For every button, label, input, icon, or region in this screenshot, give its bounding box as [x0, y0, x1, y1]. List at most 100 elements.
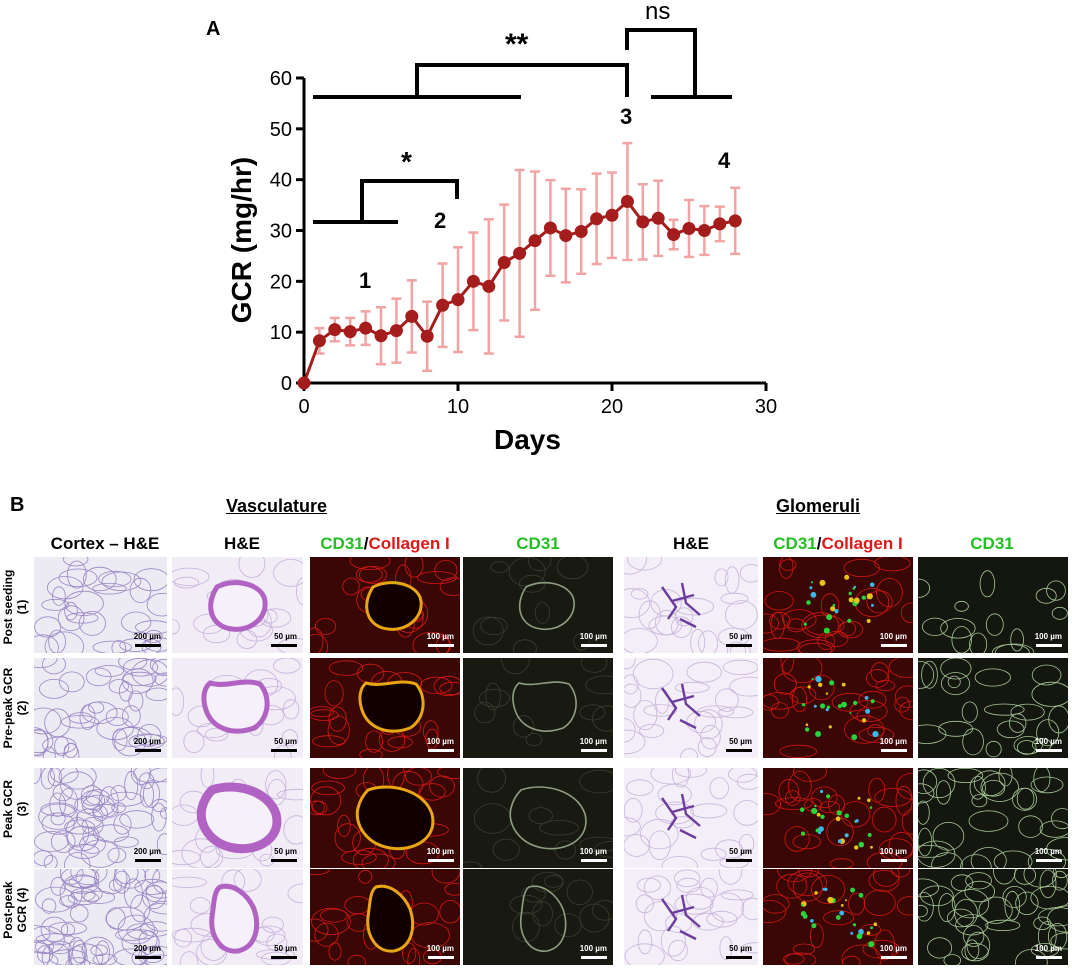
y-axis-title: GCR (mg/hr): [226, 156, 257, 324]
scale-bar-label: 100 µm: [1034, 737, 1062, 746]
data-point: [682, 221, 696, 235]
scale-bar: [726, 859, 752, 862]
col-header-vasc-he: H&E: [224, 534, 260, 553]
data-point: [297, 376, 311, 390]
scale-bar: [271, 859, 297, 862]
micrograph-glom-cd31-row1: 100 µm: [918, 557, 1068, 653]
scale-bar: [135, 749, 161, 752]
micrograph-vessel-merge-row3: 100 µm: [310, 768, 460, 868]
data-point: [543, 221, 557, 235]
scale-bar-label: 200 µm: [133, 632, 161, 641]
significance-double-star: **: [505, 28, 529, 61]
data-point: [513, 246, 527, 260]
scale-bar: [726, 749, 752, 752]
micrograph-cortex-row4: 200 µm: [34, 869, 167, 965]
micrograph-glom-merge-row2: 100 µm: [763, 658, 913, 758]
micrograph-cortex-row3: 200 µm: [34, 768, 167, 868]
scale-bar-label: 200 µm: [133, 847, 161, 856]
col-header-glom-cd31-collagen: CD31/Collagen I: [763, 534, 913, 554]
scale-bar: [428, 956, 454, 959]
phase-label-1: 1: [359, 268, 372, 293]
micrograph-cortex-row2: 200 µm: [34, 658, 167, 758]
scale-bar: [135, 859, 161, 862]
row-label-post-seeding: Post seeding (1): [1, 569, 29, 645]
scale-bar: [581, 749, 607, 752]
data-point: [636, 215, 650, 229]
micrograph-glom-merge-row3: 100 µm: [763, 768, 913, 868]
y-tick-label: 0: [281, 373, 292, 395]
micrograph-glom-he-row1: 50 µm: [624, 557, 758, 653]
group-title-glomeruli: Glomeruli: [776, 496, 861, 516]
data-point: [343, 325, 357, 339]
scale-bar-label: 100 µm: [426, 944, 454, 953]
scale-bar: [726, 956, 752, 959]
micrograph-glom-merge-row4: 100 µm: [763, 869, 913, 965]
scale-bar: [271, 644, 297, 647]
slash-label: /: [363, 534, 369, 553]
micrograph-cortex-row1: 200 µm: [34, 557, 167, 653]
scale-bar-label: 100 µm: [1034, 847, 1062, 856]
x-axis-title: Days: [494, 424, 561, 455]
x-tick-label: 20: [601, 396, 623, 418]
scale-bar-label: 200 µm: [133, 944, 161, 953]
data-point: [574, 225, 588, 239]
scale-bar-label: 50 µm: [274, 737, 297, 746]
y-tick-label: 60: [270, 68, 292, 90]
data-point: [420, 329, 434, 343]
scale-bar-label: 100 µm: [426, 632, 454, 641]
collagen-label: Collagen I: [368, 534, 450, 553]
data-point: [405, 309, 419, 323]
y-tick-label: 10: [270, 322, 292, 344]
scale-bar: [581, 644, 607, 647]
panel-a-label: A: [206, 18, 221, 40]
scale-bar-label: 100 µm: [579, 847, 607, 856]
micrograph-glom-cd31-row2: 100 µm: [918, 658, 1068, 758]
scale-bar: [1036, 859, 1062, 862]
scale-bar: [428, 859, 454, 862]
scale-bar-label: 200 µm: [133, 737, 161, 746]
row-label-post-peak: Post-peak GCR (4): [1, 881, 29, 939]
scale-bar-label: 100 µm: [579, 632, 607, 641]
micrograph-glom-he-row2: 50 µm: [624, 658, 758, 758]
y-tick-label: 20: [270, 271, 292, 293]
cd31-label: CD31: [773, 534, 817, 553]
data-point: [436, 298, 450, 312]
slash-label: /: [816, 534, 822, 553]
micrograph-glom-he-row3: 50 µm: [624, 768, 758, 868]
scale-bar-label: 100 µm: [879, 737, 907, 746]
micrograph-vessel-cd31-row1: 100 µm: [463, 557, 613, 653]
data-point: [728, 214, 742, 228]
phase-label-3: 3: [620, 104, 633, 129]
col-header-glom-he: H&E: [673, 534, 709, 553]
col-header-glom-cd31: CD31: [970, 534, 1014, 553]
micrograph-vessel-merge-row2: 100 µm: [310, 658, 460, 758]
scale-bar-label: 50 µm: [729, 737, 752, 746]
data-point: [528, 234, 542, 248]
scale-bar: [428, 644, 454, 647]
data-point: [697, 224, 711, 237]
cd31-label: CD31: [320, 534, 364, 553]
scale-bar-label: 100 µm: [426, 737, 454, 746]
y-tick-label: 40: [270, 170, 292, 192]
y-tick-label: 50: [270, 119, 292, 141]
row-label-pre-peak: Pre-peak GCR (2): [1, 667, 29, 749]
scale-bar: [581, 956, 607, 959]
micrograph-glom-cd31-row4: 100 µm: [918, 869, 1068, 965]
micrograph-vessel-he-row4: 50 µm: [172, 869, 303, 965]
data-point: [389, 324, 403, 338]
data-point: [359, 321, 373, 335]
scale-bar: [726, 644, 752, 647]
significance-brackets: [313, 28, 732, 224]
x-tick-label: 10: [447, 396, 469, 418]
scale-bar-label: 100 µm: [879, 944, 907, 953]
phase-label-2: 2: [434, 208, 447, 233]
data-point: [497, 256, 511, 270]
scale-bar: [1036, 749, 1062, 752]
scale-bar-label: 50 µm: [274, 847, 297, 856]
micrograph-vessel-he-row1: 50 µm: [172, 557, 303, 653]
data-point: [451, 293, 465, 307]
data-point: [328, 323, 342, 337]
scale-bar: [428, 749, 454, 752]
scale-bar: [881, 859, 907, 862]
x-tick-label: 30: [755, 396, 777, 418]
